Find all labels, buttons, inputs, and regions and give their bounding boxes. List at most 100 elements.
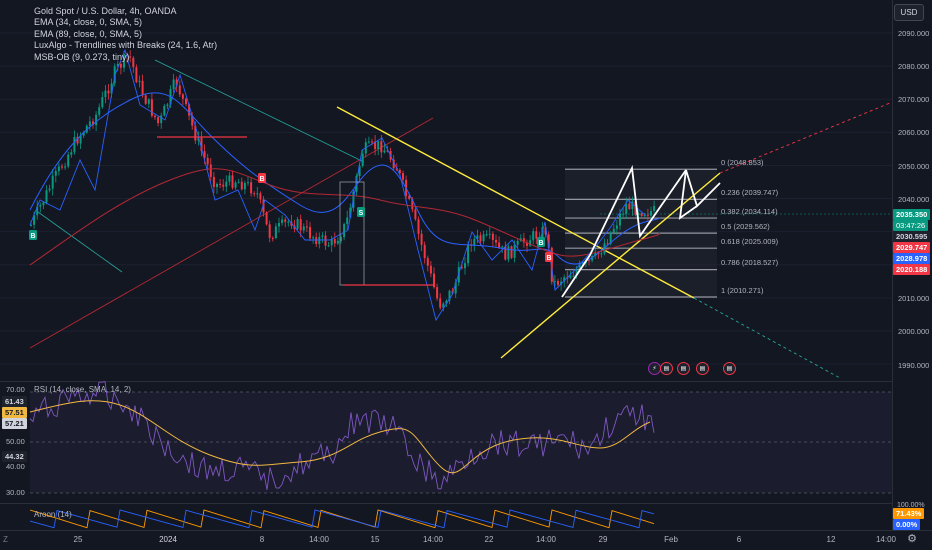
candle-body — [553, 280, 556, 282]
candle-body — [315, 237, 318, 245]
trendline-green — [37, 211, 123, 273]
candle-body — [581, 263, 584, 265]
rsi-badge: 57.21 — [2, 418, 27, 429]
candle-body — [526, 242, 528, 246]
price-axis-label: 2050.000 — [898, 162, 930, 171]
us-flag-icon[interactable]: ▤ — [723, 362, 736, 375]
candle-body — [200, 137, 203, 152]
rsi-legend[interactable]: RSI (14, close, SMA, 14, 2) — [34, 385, 131, 394]
candle-body — [488, 233, 491, 235]
candle-body — [547, 234, 550, 248]
us-flag-icon[interactable]: ▤ — [660, 362, 673, 375]
time-axis-label: 25 — [73, 535, 83, 544]
candle-body — [532, 231, 535, 241]
candle-body — [250, 182, 253, 194]
candle-body — [504, 246, 507, 260]
candle-body — [433, 273, 435, 288]
time-axis-label: 14:00 — [535, 535, 557, 544]
price-axis-label: 2080.000 — [898, 62, 930, 71]
candle-body — [259, 193, 262, 200]
candle-body — [271, 237, 274, 239]
signal-marker — [537, 237, 545, 247]
candle-body — [253, 193, 256, 195]
candle-body — [48, 188, 51, 191]
indicator-ema34[interactable]: EMA (34, close, 0, SMA, 5) — [34, 17, 143, 28]
us-flag-icon[interactable]: ▤ — [696, 362, 709, 375]
candle-body — [116, 63, 119, 67]
time-axis-label: 12 — [826, 535, 836, 544]
signal-marker — [258, 173, 266, 183]
candle-body — [188, 104, 191, 116]
symbol-title[interactable]: Gold Spot / U.S. Dollar, 4h, OANDA — [34, 6, 177, 16]
price-axis-label: 2010.000 — [898, 294, 930, 303]
candle-body — [305, 226, 308, 228]
ema89-badge: 2029.747 — [893, 242, 931, 253]
candle-body — [646, 214, 649, 216]
candle-body — [420, 233, 423, 245]
candle-body — [597, 252, 600, 255]
candle-body — [231, 175, 234, 188]
candle-body — [64, 166, 67, 168]
candle-body — [243, 182, 246, 190]
candle-body — [640, 213, 643, 216]
candle-body — [516, 240, 519, 245]
us-flag-icon[interactable]: ▤ — [677, 362, 690, 375]
indicator-ema89[interactable]: EMA (89, close, 0, SMA, 5) — [34, 28, 143, 39]
candle-body — [256, 193, 259, 195]
candle-body — [302, 226, 305, 231]
candle-body — [426, 258, 429, 266]
candle-body — [495, 239, 497, 243]
candle-body — [268, 224, 271, 238]
trendline-yellow-down — [336, 106, 695, 299]
candle-body — [541, 227, 544, 240]
trendline-projection — [693, 297, 841, 379]
candle-body — [445, 300, 448, 304]
candle-body — [178, 85, 181, 95]
candle-body — [572, 275, 575, 277]
candle-body — [42, 202, 45, 206]
candle-body — [197, 137, 200, 141]
candle-body — [284, 219, 287, 222]
candle-body — [45, 190, 48, 203]
flash-event-icon[interactable]: ⚡ — [648, 362, 661, 375]
fib-level-label: 1 (2010.271) — [721, 286, 764, 295]
candle-body — [82, 132, 85, 136]
candle-body — [439, 298, 442, 308]
settings-gear-icon[interactable]: ⚙ — [907, 533, 917, 545]
chart-legend: Gold Spot / U.S. Dollar, 4h, OANDA EMA (… — [34, 6, 217, 63]
rsi-axis-label: 30.00 — [6, 488, 25, 497]
aroon-legend[interactable]: Aroon (14) — [34, 510, 72, 519]
fib-level-label: 0.5 (2029.562) — [721, 222, 770, 231]
candle-body — [550, 247, 553, 282]
candle-body — [206, 157, 209, 165]
candle-body — [265, 212, 268, 225]
candle-body — [340, 237, 342, 241]
candle-body — [247, 182, 249, 184]
candle-body — [343, 223, 346, 238]
candle-body — [194, 125, 197, 141]
candle-body — [600, 253, 603, 255]
candle-body — [104, 90, 107, 98]
last-price-badge: 2035.350 — [893, 209, 931, 220]
projection-path — [561, 164, 698, 298]
candle-body — [30, 224, 32, 226]
rsi-badge: 61.43 — [2, 396, 27, 407]
candle-body — [615, 225, 618, 229]
candle-body — [513, 244, 516, 258]
candle-body — [529, 240, 532, 246]
time-axis-label: 22 — [484, 535, 494, 544]
candle-body — [76, 136, 79, 144]
candle-body — [464, 263, 466, 269]
candle-body — [336, 240, 339, 244]
candle-body — [61, 166, 63, 168]
currency-button[interactable]: USD — [894, 4, 924, 21]
candle-body — [448, 290, 451, 301]
candle-body — [132, 57, 135, 68]
indicator-luxalgo[interactable]: LuxAlgo - Trendlines with Breaks (24, 1.… — [34, 40, 218, 51]
timezone-label[interactable]: Z — [3, 535, 8, 544]
candle-body — [144, 95, 147, 104]
trendline-projection — [719, 102, 891, 174]
candle-body — [150, 99, 153, 116]
indicator-msbob[interactable]: MSB-OB (9, 0.273, tiny) — [34, 51, 130, 62]
